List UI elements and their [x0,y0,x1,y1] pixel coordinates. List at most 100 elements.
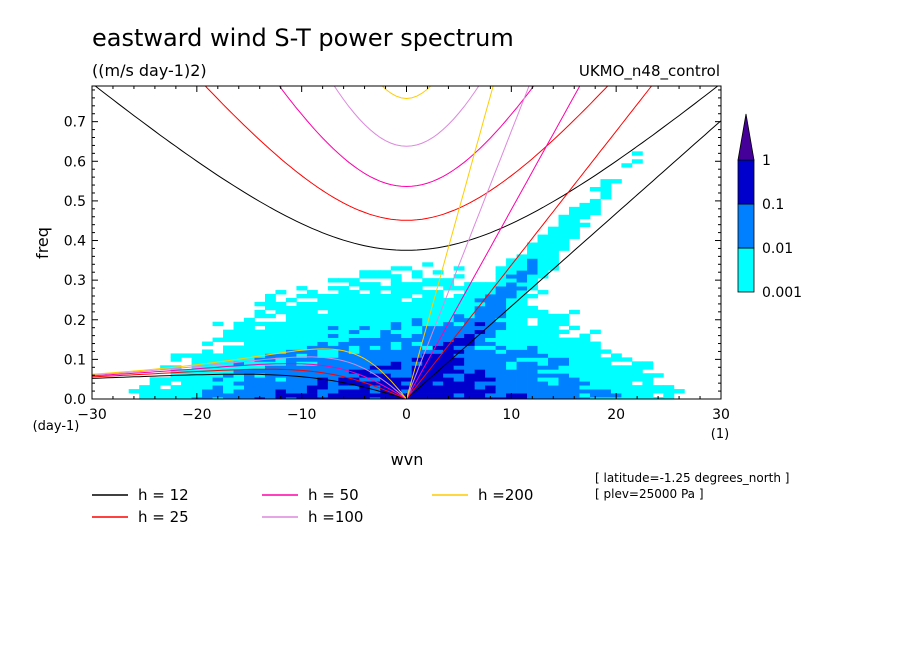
heatmap-cell [285,313,297,319]
heatmap-cell [631,389,643,394]
heatmap-cell [149,385,161,390]
heatmap-cell [579,397,591,399]
heatmap-cell [548,325,559,331]
heatmap-cell [516,345,528,350]
heatmap-cell [516,397,528,399]
heatmap-cell [160,397,172,399]
heatmap-cell [579,385,591,390]
heatmap-cell [380,377,392,382]
heatmap-cell [244,333,255,338]
heatmap-cell [506,305,517,311]
heatmap-cell [506,297,517,303]
heatmap-cell [244,321,255,327]
heatmap-cell [411,305,423,311]
heatmap-cell [631,369,643,374]
heatmap-cell [474,377,486,382]
heatmap-cell [621,373,633,378]
heatmap-cell [548,353,559,358]
heatmap-cell [411,329,423,335]
heatmap-cell [327,294,339,299]
heatmap-cell [401,309,413,315]
heatmap-cell [296,333,308,338]
heatmap-cell [537,381,549,386]
heatmap-cell [244,325,255,331]
heatmap-cell [548,317,559,323]
heatmap-cell [443,305,455,311]
heatmap-cell [453,305,465,311]
heatmap-cell [621,163,633,168]
heatmap-cell [568,381,580,386]
heatmap-cell [348,282,360,287]
heatmap-cell [296,329,308,335]
heatmap-cell [233,377,245,382]
heatmap-cell [359,345,371,350]
heatmap-cell [516,365,528,370]
heatmap-cell [537,377,549,382]
heatmap-cell [411,274,423,279]
heatmap-cell [443,341,455,346]
heatmap-cell [589,206,601,212]
heatmap-cell [568,210,580,216]
heatmap-cell [296,337,308,342]
heatmap-cell [485,361,497,366]
heatmap-cell [443,325,455,331]
heatmap-cell [600,349,612,354]
heatmap-cell [191,365,203,370]
heatmap-cell [527,361,538,366]
heatmap-cell [275,305,287,311]
heatmap-cell [589,353,601,358]
heatmap-cell [464,369,476,374]
heatmap-cell [558,246,570,251]
heatmap-cell [537,361,549,366]
heatmap-cell [495,389,507,394]
heatmap-cell [223,333,234,338]
heatmap-cell [663,397,675,399]
inertia-gravity-curve [381,86,432,100]
heatmap-cell [443,313,455,319]
heatmap-cell [369,321,381,327]
heatmap-cell [275,365,287,370]
heatmap-cell [495,357,507,362]
heatmap-cell [306,385,318,390]
heatmap-cell [548,321,559,327]
heatmap-cell [317,313,329,319]
heatmap-cell [244,353,255,358]
heatmap-cell [516,262,528,267]
heatmap-cell [589,393,601,398]
heatmap-cell [579,214,591,220]
heatmap-cell [568,361,580,366]
heatmap-cell [516,369,528,374]
heatmap-cell [642,385,654,390]
heatmap-cell [380,393,392,398]
heatmap-cell [264,357,276,362]
heatmap-cell [422,325,434,331]
heatmap-cell [506,309,517,315]
heatmap-cell [422,365,434,370]
heatmap-cell [495,294,507,299]
heatmap-cell [390,294,402,299]
heatmap-cell [422,353,434,358]
heatmap-cell [663,393,675,398]
heatmap-cell [327,297,339,303]
heatmap-cell [485,286,497,291]
heatmap-cell [338,321,350,327]
heatmap-cell [516,305,528,311]
heatmap-cell [495,266,507,271]
heatmap-cell [527,286,538,291]
heatmap-cell [264,377,276,382]
heatmap-cell [296,349,308,354]
heatmap-cell [537,365,549,370]
heatmap-cell [212,321,224,327]
heatmap-cell [380,317,392,323]
heatmap-cell [202,353,213,358]
heatmap-cell [327,313,339,319]
heatmap-cell [327,397,339,399]
heatmap-cell [181,377,192,382]
heatmap-cell [296,325,308,331]
heatmap-cell [348,301,360,307]
heatmap-cell [443,349,455,354]
heatmap-cell [516,357,528,362]
heatmap-cell [548,254,559,259]
heatmap-cell [558,214,570,220]
y-axis-label: freq [33,227,52,259]
